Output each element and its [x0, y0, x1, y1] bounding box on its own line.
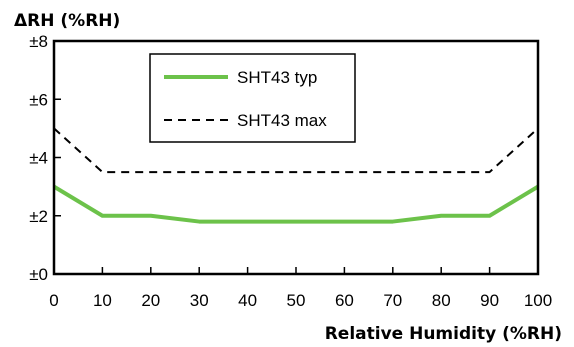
legend: SHT43 typ SHT43 max [149, 53, 356, 143]
series-layer [52, 127, 540, 224]
x-tick-label: 60 [335, 291, 354, 310]
x-tick-label: 80 [432, 291, 451, 310]
x-tick-label: 20 [141, 291, 160, 310]
x-axis-label: Relative Humidity (%RH) [325, 324, 562, 344]
x-tick-label: 50 [287, 291, 306, 310]
legend-label-max: SHT43 max [237, 111, 327, 130]
series-line-max [53, 127, 539, 174]
plot-area-frame [52, 39, 540, 276]
x-tick-label: 30 [190, 291, 209, 310]
x-tick-label: 10 [93, 291, 112, 310]
y-tick-label: ±0 [29, 265, 48, 284]
legend-label-typ: SHT43 typ [237, 68, 317, 87]
y-axis-label: ΔRH (%RH) [14, 11, 120, 31]
x-tick-label: 90 [480, 291, 499, 310]
y-tick-label: ±2 [29, 207, 48, 226]
x-tick-label: 40 [238, 291, 257, 310]
series-line-typ [52, 184, 540, 224]
legend-box [149, 53, 356, 143]
y-tick-label: ±8 [29, 32, 48, 51]
y-tick-label: ±4 [29, 149, 48, 168]
x-axis-ticks: 0 10 20 30 40 50 60 70 80 90 100 [49, 267, 552, 310]
x-tick-label: 100 [524, 291, 552, 310]
x-tick-label: 70 [383, 291, 402, 310]
y-axis-ticks: ±0 ±2 ±4 ±6 ±8 [29, 32, 61, 284]
y-tick-label: ±6 [29, 90, 48, 109]
x-tick-label: 0 [49, 291, 58, 310]
